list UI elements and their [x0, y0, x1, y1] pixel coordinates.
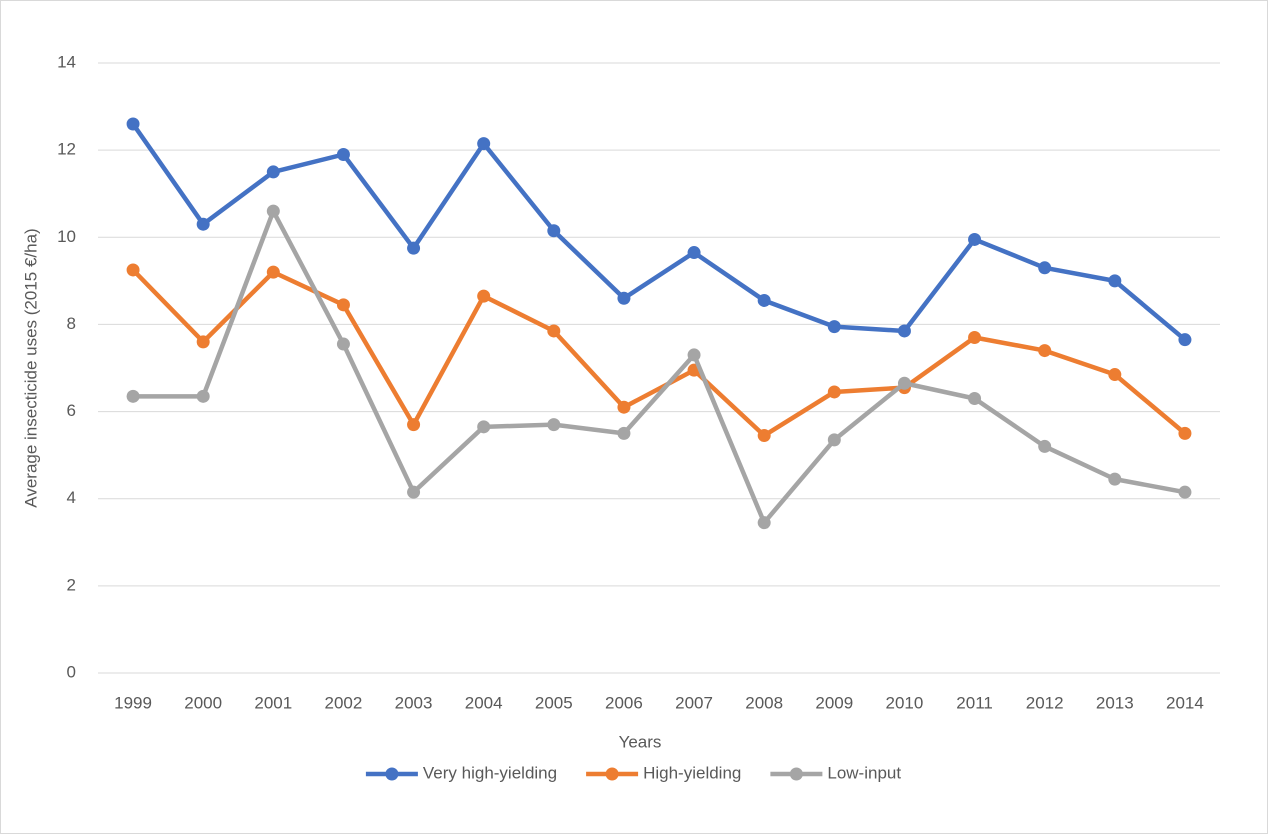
data-point — [407, 418, 421, 432]
y-tick-label: 0 — [67, 662, 76, 681]
data-point — [1108, 274, 1122, 288]
legend-label: Very high-yielding — [423, 763, 557, 782]
data-point — [687, 348, 701, 362]
data-point — [827, 320, 841, 334]
data-point — [547, 224, 561, 238]
data-point — [757, 293, 771, 307]
data-point — [757, 516, 771, 530]
x-tick-label: 2003 — [395, 693, 433, 712]
data-point — [897, 376, 911, 390]
x-tick-label: 2006 — [605, 693, 643, 712]
data-point — [126, 117, 140, 131]
x-tick-label: 2011 — [956, 693, 993, 712]
data-point — [336, 337, 350, 351]
data-point — [617, 291, 631, 305]
y-tick-label: 8 — [67, 314, 76, 333]
x-tick-label: 2009 — [815, 693, 853, 712]
legend-label: Low-input — [827, 763, 901, 782]
y-axis-label: Average insecticide uses (2015 €/ha) — [21, 228, 40, 507]
data-point — [336, 298, 350, 312]
data-point — [547, 324, 561, 338]
data-point — [477, 137, 491, 151]
x-tick-label: 2005 — [535, 693, 573, 712]
series-line — [133, 208, 1186, 525]
data-point — [827, 385, 841, 399]
data-point — [1178, 333, 1192, 347]
x-tick-label: 2013 — [1096, 693, 1134, 712]
data-point — [617, 400, 631, 414]
data-point — [968, 232, 982, 246]
data-point — [547, 418, 561, 432]
x-tick-label: 2004 — [465, 693, 503, 712]
x-tick-label: 2014 — [1166, 693, 1204, 712]
data-point — [196, 389, 210, 403]
data-point — [266, 265, 280, 279]
y-tick-label: 10 — [57, 227, 76, 246]
x-tick-label: 2002 — [325, 693, 363, 712]
x-tick-label: 2012 — [1026, 693, 1064, 712]
data-point — [1108, 368, 1122, 382]
x-tick-label: 1999 — [114, 693, 152, 712]
data-point — [1108, 472, 1122, 486]
data-point — [968, 392, 982, 405]
data-point — [827, 433, 841, 447]
x-tick-label: 2000 — [184, 693, 222, 712]
data-point — [126, 389, 140, 403]
data-point — [196, 217, 210, 231]
data-point — [1178, 485, 1192, 499]
x-axis-label: Years — [619, 732, 662, 751]
data-point — [1038, 261, 1052, 275]
y-tick-label: 12 — [57, 140, 76, 159]
data-point — [897, 324, 911, 338]
x-tick-label: 2001 — [254, 693, 292, 712]
data-point — [196, 335, 210, 349]
series-line — [131, 268, 1187, 438]
legend-marker — [605, 767, 619, 781]
x-tick-label: 2010 — [886, 693, 924, 712]
data-point — [1038, 439, 1052, 453]
y-tick-label: 4 — [67, 488, 76, 507]
data-point — [407, 485, 421, 499]
legend-label: High-yielding — [643, 763, 741, 782]
data-point — [477, 420, 491, 434]
data-point — [968, 331, 982, 344]
data-point — [687, 246, 701, 260]
data-point — [1178, 426, 1192, 440]
y-tick-label: 2 — [67, 575, 76, 594]
y-tick-label: 6 — [67, 401, 76, 420]
legend-marker — [789, 767, 803, 781]
series-line — [131, 122, 1187, 342]
data-point — [336, 148, 350, 161]
data-point — [407, 241, 421, 255]
data-point — [617, 426, 631, 440]
data-point — [266, 204, 280, 218]
data-point — [757, 429, 771, 443]
data-point — [126, 263, 140, 277]
data-point — [477, 289, 491, 303]
data-point — [1038, 344, 1052, 358]
data-point — [266, 165, 280, 179]
x-tick-label: 2008 — [745, 693, 783, 712]
legend-marker — [385, 767, 399, 781]
y-tick-label: 14 — [57, 52, 76, 71]
x-tick-label: 2007 — [675, 693, 713, 712]
